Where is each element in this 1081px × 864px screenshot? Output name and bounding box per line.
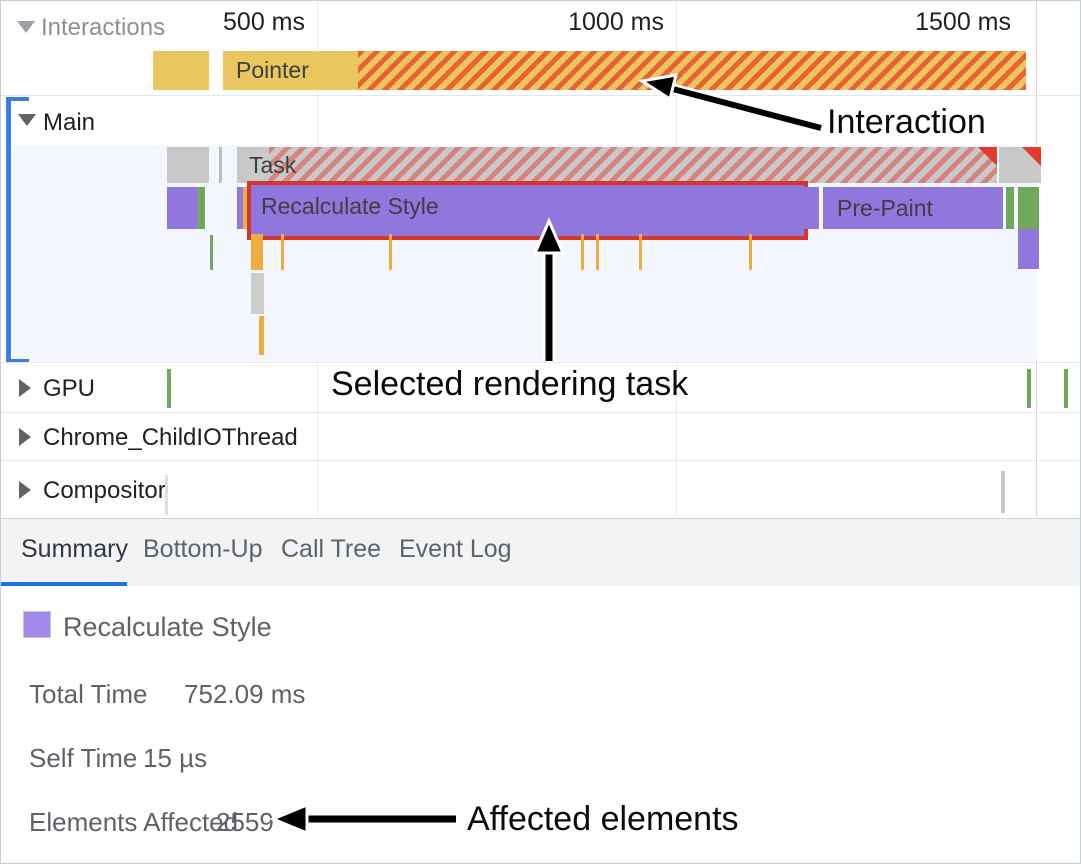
track-separator: [1, 412, 1080, 413]
tab-call-tree[interactable]: Call Tree: [281, 535, 382, 563]
pre-paint-bar[interactable]: Pre-Paint: [823, 187, 1003, 229]
ruler-tick-500ms: 500 ms: [223, 8, 305, 36]
interactions-collapse-icon[interactable]: [17, 21, 35, 33]
main-track-bracket-bottom: [6, 359, 29, 363]
track-label-compositor[interactable]: Compositor: [43, 477, 166, 504]
gpu-expand-icon[interactable]: [19, 379, 31, 397]
flame-bar-script[interactable]: [243, 187, 249, 229]
summary-label: Total Time: [29, 679, 148, 709]
summary-row-total-time: Total Time 752.09 ms: [29, 679, 305, 710]
flame-tick[interactable]: [259, 316, 264, 355]
pre-paint-label: Pre-Paint: [837, 195, 933, 221]
tab-bottom-up[interactable]: Bottom-Up: [143, 535, 263, 563]
track-separator: [1, 95, 1080, 96]
gpu-activity-tick[interactable]: [1064, 369, 1068, 408]
compositor-tick[interactable]: [165, 475, 168, 515]
pointer-interaction-bar[interactable]: Pointer: [223, 51, 1026, 90]
pointer-interaction-label: Pointer: [236, 57, 309, 83]
bottom-drawer-tabbar: Summary Bottom-Up Call Tree Event Log: [1, 518, 1080, 586]
task-bar-label: Task: [249, 152, 297, 178]
event-color-swatch: [23, 611, 51, 638]
flame-tick[interactable]: [581, 234, 584, 270]
childio-expand-icon[interactable]: [19, 428, 31, 446]
ruler-tick-1000ms: 1000 ms: [568, 8, 664, 36]
summary-row-self-time: Self Time 15 µs: [29, 743, 207, 774]
flame-bar-script[interactable]: [251, 234, 263, 270]
annotation-interaction: Interaction: [827, 103, 986, 141]
long-task-warning-triangle: [978, 147, 997, 166]
gpu-activity-tick[interactable]: [1027, 369, 1031, 408]
summary-event-title: Recalculate Style: [63, 612, 272, 642]
flame-tick[interactable]: [749, 234, 752, 270]
track-label-interactions[interactable]: Interactions: [41, 14, 166, 41]
summary-value: 15 µs: [143, 743, 208, 773]
interaction-arrow-line: [668, 85, 822, 131]
long-task-warning-triangle: [1022, 147, 1041, 166]
flame-bar[interactable]: [251, 273, 264, 314]
flame-tick[interactable]: [389, 234, 392, 270]
compositor-tick[interactable]: [1001, 471, 1005, 513]
flame-bar-rendering[interactable]: [167, 187, 198, 229]
annotation-affected-elements: Affected elements: [467, 800, 739, 838]
interaction-bar[interactable]: [153, 51, 209, 90]
main-collapse-icon[interactable]: [18, 114, 36, 126]
flame-tick[interactable]: [596, 234, 599, 270]
ruler-tick-1500ms: 1500 ms: [915, 8, 1011, 36]
flame-bar-tick[interactable]: [219, 147, 222, 183]
summary-value: 2559: [216, 807, 274, 837]
summary-label: Self Time: [29, 743, 138, 773]
flame-bar-painting[interactable]: [1006, 187, 1014, 229]
tab-summary[interactable]: Summary: [21, 535, 128, 563]
track-separator: [1, 362, 1080, 363]
compositor-expand-icon[interactable]: [19, 481, 31, 499]
selected-bar-label: Recalculate Style: [261, 193, 439, 219]
flame-bar-painting[interactable]: [198, 187, 205, 229]
long-task-hatch: [269, 147, 997, 183]
main-track-bracket: [6, 97, 11, 363]
annotation-selected-task: Selected rendering task: [331, 365, 689, 403]
interaction-overrun-hatch: [358, 51, 1026, 90]
affected-elements-arrowhead: [269, 802, 309, 836]
track-label-main[interactable]: Main: [43, 109, 96, 136]
flame-tick[interactable]: [210, 235, 213, 270]
track-label-gpu[interactable]: GPU: [43, 375, 96, 402]
flame-bar-task-small[interactable]: [167, 147, 209, 183]
gpu-activity-tick[interactable]: [167, 369, 171, 408]
flame-bar-rendering[interactable]: [803, 187, 819, 229]
flame-bar-painting[interactable]: [1018, 187, 1039, 229]
selected-recalculate-style-bar[interactable]: Recalculate Style: [247, 181, 808, 240]
tab-event-log[interactable]: Event Log: [399, 535, 512, 563]
summary-label: Elements Affected: [29, 807, 239, 837]
main-track-bracket-top: [6, 97, 29, 101]
active-tab-underline: [1, 582, 127, 586]
summary-value: 752.09 ms: [184, 679, 306, 709]
flame-tick[interactable]: [281, 234, 284, 270]
track-label-childio[interactable]: Chrome_ChildIOThread: [43, 424, 298, 451]
long-task-bar[interactable]: Task: [237, 147, 997, 183]
track-separator: [1, 460, 1080, 461]
flame-tick[interactable]: [639, 234, 642, 270]
flame-bar-rendering[interactable]: [237, 187, 243, 229]
summary-row-elements-affected: Elements Affected 2559: [29, 807, 274, 838]
flame-bar-rendering[interactable]: [1018, 229, 1039, 269]
